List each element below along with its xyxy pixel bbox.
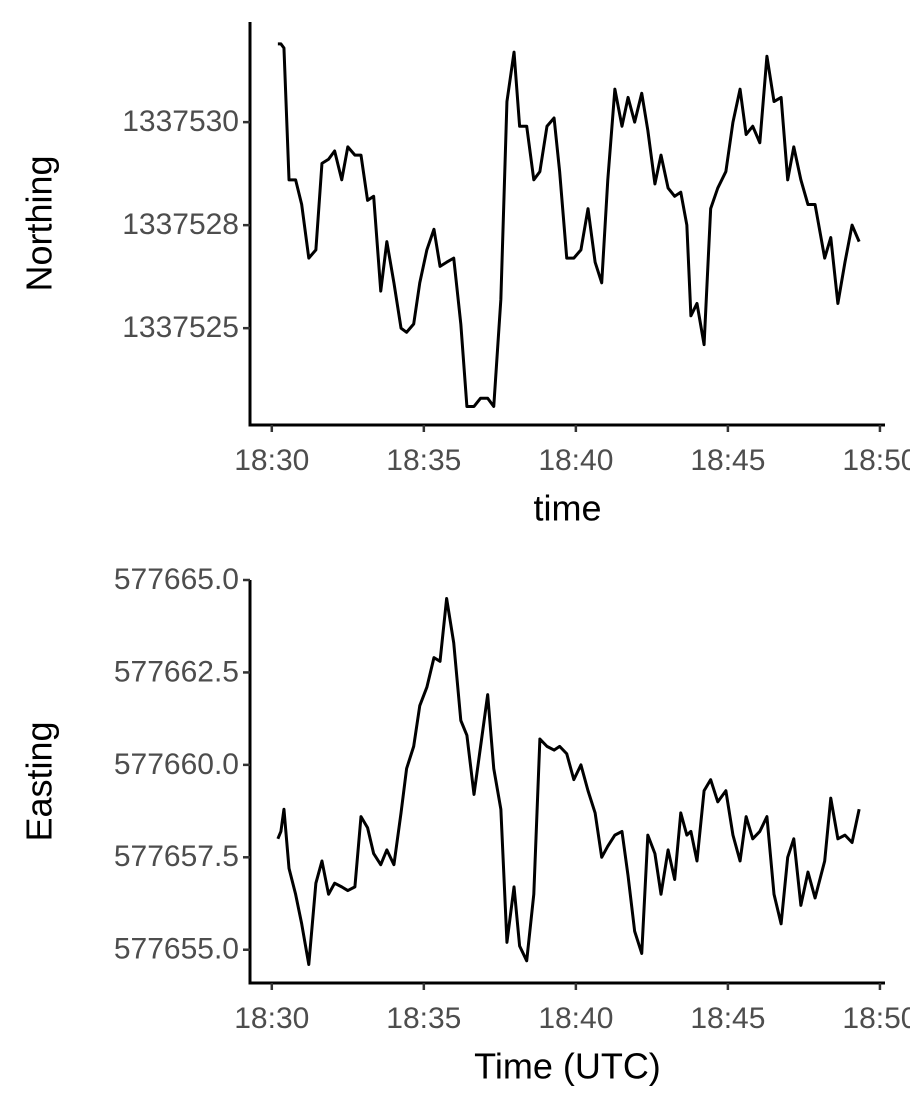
- y-tick-label: 577665.0: [114, 563, 239, 596]
- y-tick-label: 1337528: [122, 208, 239, 241]
- x-tick-label: 18:50: [842, 1002, 910, 1035]
- x-axis-title: Time (UTC): [474, 1046, 661, 1087]
- y-tick-label: 1337530: [122, 105, 239, 138]
- data-line: [277, 42, 861, 408]
- x-tick-label: 18:45: [690, 1002, 765, 1035]
- x-tick-label: 18:45: [690, 444, 765, 477]
- data-line: [276, 596, 861, 967]
- y-tick-label: 577662.5: [114, 655, 239, 688]
- x-axis-title: time: [533, 488, 601, 529]
- x-tick-label: 18:40: [538, 1002, 613, 1035]
- y-tick-label: 577657.5: [114, 840, 239, 873]
- y-axis-title: Northing: [19, 155, 60, 291]
- x-tick-label: 18:30: [234, 444, 309, 477]
- y-axis-title: Easting: [19, 721, 60, 841]
- y-tick-label: 1337525: [122, 311, 239, 344]
- y-tick-label: 577655.0: [114, 933, 239, 966]
- x-tick-label: 18:35: [386, 1002, 461, 1035]
- x-tick-label: 18:30: [234, 1002, 309, 1035]
- x-tick-label: 18:35: [386, 444, 461, 477]
- x-tick-label: 18:50: [842, 444, 910, 477]
- x-tick-label: 18:40: [538, 444, 613, 477]
- y-tick-label: 577660.0: [114, 748, 239, 781]
